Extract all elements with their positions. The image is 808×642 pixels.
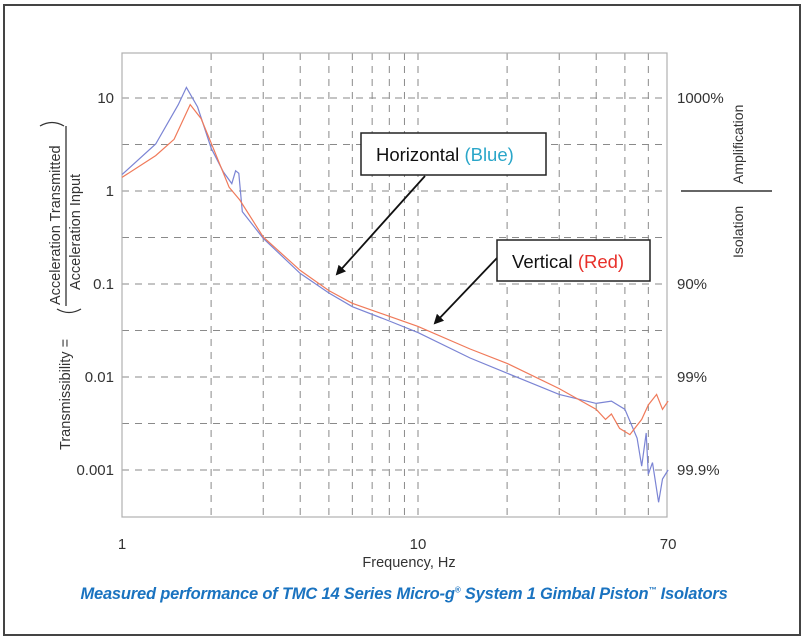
y-axis-label: Transmissibility = Acceleration Transmitt… [39, 121, 84, 450]
right-tick-label: 99.9% [677, 462, 720, 479]
figure-frame [3, 4, 801, 636]
right-tick-label: 90% [677, 276, 707, 293]
y-tick-label: 0.01 [85, 369, 114, 386]
annotation-arrow [433, 257, 498, 325]
x-tick-label: 70 [660, 536, 677, 553]
plot-border [121, 52, 668, 518]
x-tick-label: 1 [118, 536, 126, 553]
right-tick-label: 99% [677, 369, 707, 386]
isolation-label: Isolation [730, 206, 746, 258]
y-label-denominator: Acceleration Input [68, 174, 84, 290]
right-axis-label: Amplification Isolation [681, 105, 772, 258]
annotation-box [360, 132, 547, 176]
y-label-numerator: Acceleration Transmitted [48, 145, 64, 305]
y-tick-label: 1 [106, 183, 114, 200]
grid-lines [122, 53, 667, 517]
amplification-label: Amplification [730, 105, 746, 184]
y-tick-label: 10 [97, 90, 114, 107]
figure-caption: Measured performance of TMC 14 Series Mi… [80, 585, 728, 603]
annotation-text: Horizontal (Blue) [376, 144, 514, 165]
x-tick-label: 10 [410, 536, 427, 553]
right-tick-label: 1000% [677, 90, 724, 107]
vertical-series-line [121, 103, 669, 436]
y-tick-label: 0.1 [93, 276, 114, 293]
annotation-box [496, 239, 651, 282]
axis-tick-labels: 1 10 70 10 1 0.1 0.01 0.001 1000% 90% 99% 99.9% [76, 90, 723, 553]
y-tick-label: 0.001 [76, 462, 114, 479]
annotation-text: Vertical (Red) [512, 251, 624, 272]
annotation-arrow [335, 175, 426, 276]
horizontal-series-line [121, 86, 669, 503]
x-axis-label: Frequency, Hz [362, 555, 455, 571]
data-series [121, 86, 669, 503]
annotations: Horizontal (Blue) Vertical (Red) [335, 132, 651, 325]
y-label-prefix: Transmissibility = [58, 339, 74, 450]
